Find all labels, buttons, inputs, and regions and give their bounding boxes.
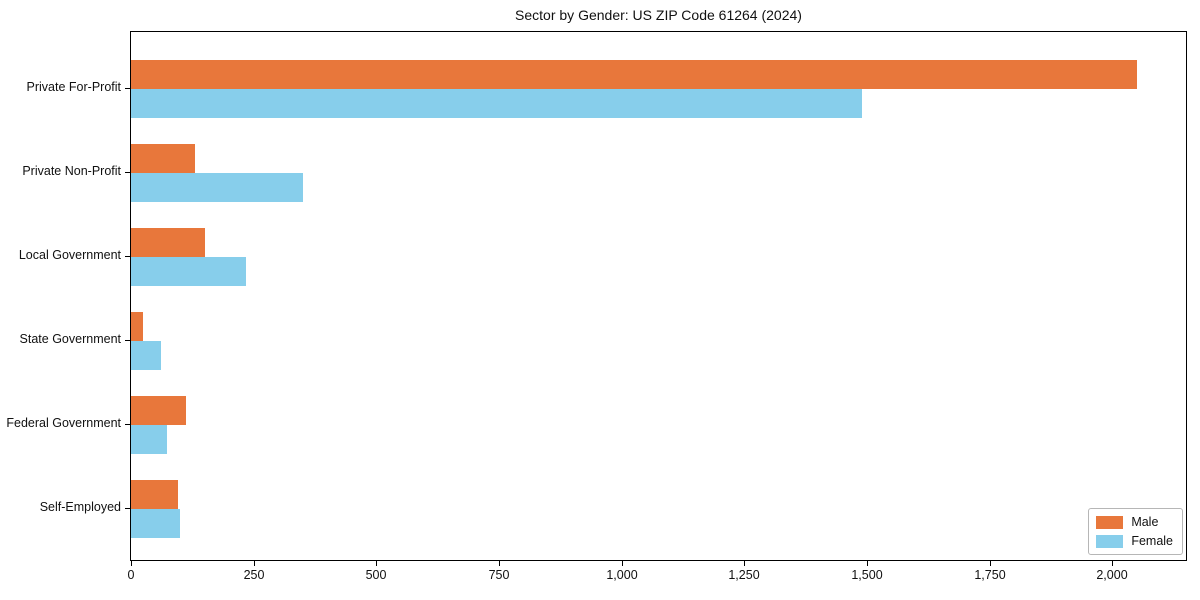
bar-male-private-non-profit — [131, 144, 195, 173]
chart-title: Sector by Gender: US ZIP Code 61264 (202… — [515, 7, 802, 23]
x-axis-tick — [990, 561, 991, 566]
x-axis-tick-label: 2,000 — [1096, 568, 1128, 582]
bar-female-self-employed — [131, 509, 180, 538]
x-axis-tick-label: 500 — [365, 568, 387, 582]
legend-item-male: Male — [1096, 515, 1173, 529]
bar-male-private-for-profit — [131, 60, 1137, 89]
y-axis-label: Private Non-Profit — [22, 164, 121, 178]
x-axis-tick-label: 1,000 — [606, 568, 638, 582]
y-axis-tick — [125, 88, 130, 89]
x-axis-tick — [867, 561, 868, 566]
y-axis-tick — [125, 424, 130, 425]
bar-female-private-non-profit — [131, 173, 303, 202]
x-axis-tick-label: 1,500 — [851, 568, 883, 582]
y-axis-tick — [125, 256, 130, 257]
bar-male-state-government — [131, 312, 143, 341]
y-axis-tick — [125, 172, 130, 173]
x-axis-tick-label: 0 — [127, 568, 135, 582]
x-axis-tick-label: 1,750 — [974, 568, 1006, 582]
y-axis-label: State Government — [19, 332, 121, 346]
x-axis-tick — [622, 561, 623, 566]
x-axis-tick — [1112, 561, 1113, 566]
y-axis-label: Local Government — [18, 248, 121, 262]
bar-female-local-government — [131, 257, 246, 286]
y-axis-label: Self-Employed — [39, 500, 121, 514]
bar-female-federal-government — [131, 425, 167, 454]
legend-item-female: Female — [1096, 534, 1173, 548]
y-axis-label: Private For-Profit — [26, 80, 121, 94]
x-axis-tick-label: 250 — [243, 568, 265, 582]
bar-male-self-employed — [131, 480, 178, 509]
x-axis-tick — [499, 561, 500, 566]
x-axis-tick — [131, 561, 132, 566]
x-axis-tick — [744, 561, 745, 566]
male-legend-swatch — [1096, 515, 1124, 529]
bar-male-local-government — [131, 228, 205, 257]
legend: Male Female — [1088, 508, 1183, 555]
x-axis-tick-label: 1,250 — [728, 568, 760, 582]
y-axis-tick — [125, 508, 130, 509]
plot-area: Male Female — [130, 31, 1187, 561]
male-legend-label: Male — [1131, 515, 1159, 529]
female-legend-swatch — [1096, 534, 1124, 548]
bar-female-private-for-profit — [131, 89, 862, 118]
x-axis-tick-label: 750 — [488, 568, 510, 582]
bar-female-state-government — [131, 341, 161, 370]
y-axis-label: Federal Government — [6, 416, 121, 430]
x-axis-tick — [254, 561, 255, 566]
bar-male-federal-government — [131, 396, 186, 425]
y-axis-tick — [125, 340, 130, 341]
female-legend-label: Female — [1131, 534, 1173, 548]
x-axis-tick — [376, 561, 377, 566]
